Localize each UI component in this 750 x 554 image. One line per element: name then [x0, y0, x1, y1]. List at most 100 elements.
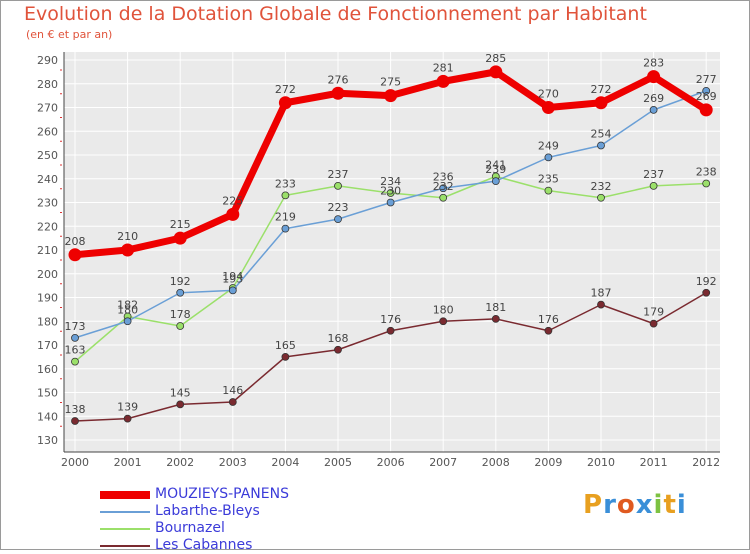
- data-point: [386, 326, 395, 335]
- data-label: 139: [117, 401, 138, 414]
- data-point: [594, 96, 608, 110]
- data-label: 179: [643, 306, 664, 319]
- data-point: [334, 181, 342, 190]
- logo-letter: t: [663, 490, 677, 520]
- data-point: [649, 105, 658, 114]
- legend-item: MOUZIEYS-PANENS: [100, 486, 360, 503]
- y-tick-label: 190: [37, 292, 58, 305]
- data-label: 270: [538, 88, 559, 101]
- logo-letter: P: [583, 490, 604, 520]
- data-label: 176: [380, 313, 401, 326]
- data-label: 239: [485, 163, 506, 176]
- x-tick-label: 2006: [377, 456, 405, 469]
- data-point: [489, 65, 503, 79]
- y-tick-label: 240: [37, 173, 58, 186]
- data-label: 173: [65, 320, 86, 333]
- legend-item: Bournazel: [100, 520, 360, 537]
- data-label: 232: [591, 180, 612, 193]
- data-label: 168: [328, 332, 349, 345]
- logo-letter: i: [653, 490, 664, 520]
- data-label: 187: [591, 287, 612, 300]
- y-tick-label: 260: [37, 125, 58, 138]
- data-label: 225: [222, 194, 243, 207]
- legend-swatch: [100, 491, 150, 499]
- data-label: 163: [65, 344, 86, 357]
- proxiti-logo: Proxiti: [583, 490, 687, 520]
- x-tick-label: 2011: [640, 456, 668, 469]
- data-point: [281, 352, 290, 361]
- data-point: [334, 215, 342, 224]
- data-point: [544, 153, 553, 162]
- data-point: [228, 286, 237, 295]
- data-label: 237: [643, 168, 664, 181]
- data-label: 237: [328, 168, 349, 181]
- data-label: 241: [485, 158, 506, 171]
- y-tick-label: 250: [37, 149, 58, 162]
- x-tick-label: 2009: [534, 456, 562, 469]
- data-label: 165: [275, 339, 296, 352]
- data-point: [173, 231, 187, 245]
- data-label: 219: [275, 211, 296, 224]
- data-point: [334, 345, 342, 354]
- data-point: [228, 398, 237, 406]
- legend-swatch: [100, 511, 150, 513]
- data-label: 178: [170, 308, 191, 321]
- data-point: [544, 326, 553, 335]
- data-label: 192: [170, 275, 191, 288]
- data-label: 215: [170, 218, 191, 231]
- plot-area: [64, 52, 720, 452]
- logo-letter: i: [676, 490, 687, 520]
- data-point: [541, 101, 555, 114]
- data-point: [436, 74, 450, 88]
- data-label: 181: [485, 301, 506, 314]
- data-point: [439, 317, 448, 326]
- y-tick-label: 220: [37, 220, 58, 233]
- data-point: [699, 103, 713, 117]
- data-point: [71, 357, 79, 366]
- data-point: [123, 414, 132, 423]
- data-point: [68, 248, 82, 262]
- data-point: [702, 86, 711, 95]
- data-label: 283: [643, 57, 664, 70]
- legend-swatch: [100, 528, 150, 530]
- x-tick-label: 2002: [166, 456, 194, 469]
- y-tick-label: 200: [37, 268, 58, 281]
- data-label: 182: [117, 299, 138, 312]
- data-label: 176: [538, 313, 559, 326]
- data-point: [386, 189, 395, 197]
- data-label: 269: [643, 92, 664, 105]
- data-label: 236: [433, 170, 454, 183]
- data-label: 208: [65, 235, 86, 248]
- data-label: 238: [696, 166, 717, 179]
- data-label: 180: [433, 303, 454, 316]
- y-tick-label: 130: [37, 434, 58, 447]
- logo-letter: o: [616, 490, 636, 520]
- data-point: [176, 400, 185, 409]
- data-point: [649, 319, 658, 328]
- data-label: 230: [380, 185, 401, 198]
- data-label: 180: [117, 303, 138, 316]
- data-point: [439, 193, 448, 202]
- y-tick-label: 270: [37, 102, 58, 115]
- data-point: [281, 191, 290, 200]
- data-point: [439, 184, 448, 193]
- logo-letter: x: [635, 490, 654, 520]
- data-point: [176, 322, 185, 330]
- data-label: 223: [328, 201, 349, 214]
- data-label: 194: [222, 270, 243, 283]
- y-tick-label: 290: [37, 54, 58, 67]
- data-point: [544, 186, 553, 195]
- logo-letter: r: [603, 490, 617, 520]
- y-tick-label: 170: [37, 339, 58, 352]
- data-label: 235: [538, 173, 559, 186]
- legend-item: Les Cabannes: [100, 537, 360, 554]
- data-label: 234: [380, 175, 401, 188]
- data-label: 277: [696, 73, 717, 86]
- data-point: [491, 177, 500, 186]
- data-point: [702, 288, 711, 297]
- y-tick-label: 230: [37, 197, 58, 210]
- x-tick-label: 2003: [219, 456, 247, 469]
- x-tick-label: 2008: [482, 456, 510, 469]
- data-point: [647, 70, 661, 84]
